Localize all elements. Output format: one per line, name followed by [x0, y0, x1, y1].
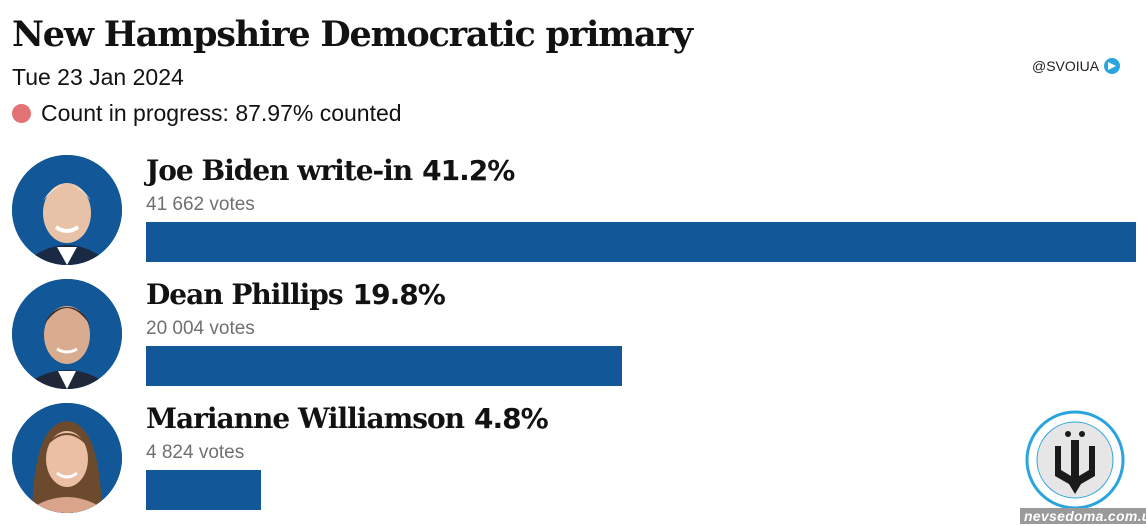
date-label: Tue 23 Jan 2024 — [12, 64, 184, 90]
candidate-name-biden: Joe Biden write-in 41.2% — [146, 154, 515, 187]
bar-williamson — [146, 470, 261, 510]
candidate-name-text: Marianne Williamson — [146, 402, 465, 435]
candidate-name-phillips: Dean Phillips 19.8% — [146, 278, 446, 311]
page-title: New Hampshire Democratic primary — [12, 14, 693, 55]
bar-phillips — [146, 346, 622, 386]
avatar-phillips — [12, 279, 122, 389]
status-dot-icon — [12, 104, 31, 123]
handle-text: @SVOIUA — [1032, 58, 1100, 74]
avatar-biden — [12, 155, 122, 265]
candidate-name-text: Joe Biden write-in — [146, 154, 413, 187]
candidate-name-text: Dean Phillips — [146, 278, 344, 311]
candidate-votes-phillips: 20 004 votes — [146, 318, 255, 339]
candidate-row-phillips: Dean Phillips 19.8% 20 004 votes — [0, 274, 1146, 398]
candidate-row-williamson: Marianne Williamson 4.8% 4 824 votes — [0, 398, 1146, 522]
count-status: Count in progress: 87.97% counted — [12, 100, 402, 127]
candidate-pct: 41.2% — [422, 154, 515, 187]
candidate-name-williamson: Marianne Williamson 4.8% — [146, 402, 549, 435]
avatar-williamson — [12, 403, 122, 513]
candidate-votes-williamson: 4 824 votes — [146, 442, 245, 463]
telegram-handle[interactable]: @SVOIUA — [1032, 58, 1121, 74]
bar-track — [146, 346, 1136, 386]
candidate-pct: 19.8% — [352, 278, 446, 311]
bar-track — [146, 222, 1136, 262]
candidate-votes-biden: 41 662 votes — [146, 194, 255, 215]
candidate-row-biden: Joe Biden write-in 41.2% 41 662 votes — [0, 150, 1146, 274]
trident-logo-icon — [1025, 410, 1125, 510]
watermark: nevsedoma.com.ua — [1020, 508, 1146, 524]
bar-biden — [146, 222, 1136, 262]
count-status-text: Count in progress: 87.97% counted — [41, 100, 402, 126]
bar-track — [146, 470, 1136, 510]
telegram-icon — [1104, 58, 1121, 74]
candidate-pct: 4.8% — [474, 402, 549, 435]
